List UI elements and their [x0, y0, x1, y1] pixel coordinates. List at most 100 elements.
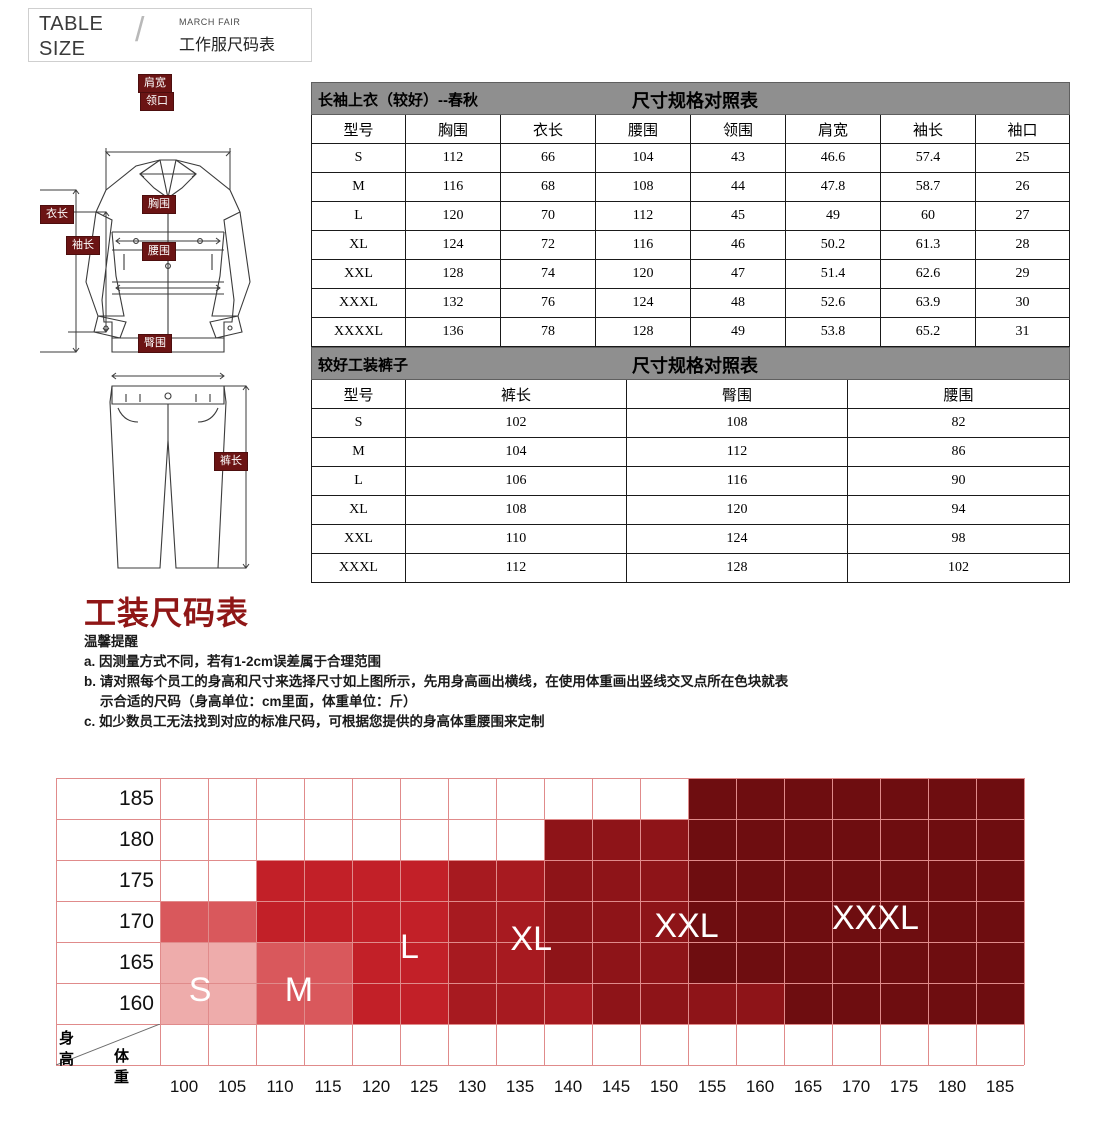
heatmap-cell-xxl[interactable]: [544, 819, 592, 860]
heatmap-cell-xxxl[interactable]: [928, 778, 976, 819]
heatmap-cell-xl[interactable]: [496, 901, 544, 942]
heatmap-cell-xxxl[interactable]: [832, 860, 880, 901]
heatmap-cell-l[interactable]: [256, 901, 304, 942]
heatmap-cell-xl[interactable]: [496, 983, 544, 1024]
heatmap-cell-xxl[interactable]: [592, 819, 640, 860]
heatmap-cell-l[interactable]: [400, 942, 448, 983]
heatmap-cell-xxxl[interactable]: [976, 819, 1024, 860]
heatmap-cell-l[interactable]: [352, 983, 400, 1024]
heatmap-cell-l[interactable]: [304, 901, 352, 942]
heatmap-cell-s[interactable]: [160, 983, 208, 1024]
heatmap-cell-m[interactable]: [304, 983, 352, 1024]
heatmap-cell-xxxl[interactable]: [880, 819, 928, 860]
heatmap-cell-l[interactable]: [304, 860, 352, 901]
heatmap-cell-empty[interactable]: [208, 778, 256, 819]
heatmap-cell-xxxl[interactable]: [784, 778, 832, 819]
heatmap-cell-xxxl[interactable]: [880, 860, 928, 901]
heatmap-cell-xxxl[interactable]: [928, 819, 976, 860]
heatmap-cell-xxxl[interactable]: [832, 901, 880, 942]
heatmap-cell-m[interactable]: [160, 901, 208, 942]
heatmap-cell-xxxl[interactable]: [688, 901, 736, 942]
heatmap-cell-l[interactable]: [352, 901, 400, 942]
heatmap-cell-empty[interactable]: [544, 778, 592, 819]
heatmap-cell-xxxl[interactable]: [736, 942, 784, 983]
heatmap-cell-s[interactable]: [160, 942, 208, 983]
heatmap-cell-xxl[interactable]: [640, 819, 688, 860]
heatmap-cell-xxl[interactable]: [736, 983, 784, 1024]
heatmap-cell-empty[interactable]: [592, 778, 640, 819]
heatmap-cell-xxxl[interactable]: [688, 819, 736, 860]
heatmap-cell-xxl[interactable]: [592, 860, 640, 901]
heatmap-cell-xxxl[interactable]: [784, 860, 832, 901]
heatmap-cell-xxl[interactable]: [544, 901, 592, 942]
heatmap-cell-m[interactable]: [304, 942, 352, 983]
heatmap-cell-xxxl[interactable]: [976, 983, 1024, 1024]
heatmap-cell-xxl[interactable]: [688, 983, 736, 1024]
heatmap-cell-empty[interactable]: [640, 778, 688, 819]
heatmap-cell-xxxl[interactable]: [736, 819, 784, 860]
heatmap-cell-empty[interactable]: [160, 819, 208, 860]
heatmap-cell-xxxl[interactable]: [736, 860, 784, 901]
heatmap-cell-xl[interactable]: [448, 901, 496, 942]
heatmap-cell-empty[interactable]: [448, 778, 496, 819]
heatmap-cell-m[interactable]: [256, 942, 304, 983]
heatmap-cell-xxxl[interactable]: [880, 942, 928, 983]
heatmap-cell-l[interactable]: [400, 860, 448, 901]
heatmap-cell-m[interactable]: [256, 983, 304, 1024]
heatmap-cell-xxl[interactable]: [640, 860, 688, 901]
heatmap-cell-xxxl[interactable]: [688, 860, 736, 901]
heatmap-cell-empty[interactable]: [304, 819, 352, 860]
heatmap-cell-xl[interactable]: [448, 983, 496, 1024]
heatmap-cell-xxl[interactable]: [592, 901, 640, 942]
heatmap-cell-l[interactable]: [400, 983, 448, 1024]
heatmap-cell-empty[interactable]: [496, 778, 544, 819]
heatmap-cell-xxxl[interactable]: [832, 778, 880, 819]
heatmap-cell-l[interactable]: [400, 901, 448, 942]
heatmap-cell-xxxl[interactable]: [688, 778, 736, 819]
heatmap-cell-xxl[interactable]: [544, 942, 592, 983]
heatmap-cell-xxl[interactable]: [640, 942, 688, 983]
heatmap-cell-empty[interactable]: [496, 819, 544, 860]
heatmap-cell-xxxl[interactable]: [832, 819, 880, 860]
heatmap-cell-xxxl[interactable]: [736, 778, 784, 819]
heatmap-cell-empty[interactable]: [160, 860, 208, 901]
heatmap-cell-xxxl[interactable]: [976, 778, 1024, 819]
heatmap-cell-xl[interactable]: [544, 983, 592, 1024]
heatmap-cell-xxxl[interactable]: [928, 901, 976, 942]
heatmap-cell-empty[interactable]: [256, 819, 304, 860]
heatmap-cell-xl[interactable]: [496, 942, 544, 983]
heatmap-cell-xl[interactable]: [496, 860, 544, 901]
heatmap-cell-xxl[interactable]: [592, 983, 640, 1024]
heatmap-cell-empty[interactable]: [400, 819, 448, 860]
heatmap-cell-xxxl[interactable]: [928, 860, 976, 901]
heatmap-cell-empty[interactable]: [352, 778, 400, 819]
heatmap-cell-xxxl[interactable]: [784, 901, 832, 942]
heatmap-cell-xxl[interactable]: [592, 942, 640, 983]
heatmap-cell-empty[interactable]: [352, 819, 400, 860]
heatmap-cell-xxxl[interactable]: [880, 901, 928, 942]
heatmap-cell-empty[interactable]: [208, 860, 256, 901]
heatmap-cell-xxxl[interactable]: [976, 860, 1024, 901]
heatmap-cell-empty[interactable]: [256, 778, 304, 819]
heatmap-cell-xxxl[interactable]: [784, 983, 832, 1024]
heatmap-cell-xxxl[interactable]: [880, 983, 928, 1024]
heatmap-cell-xxxl[interactable]: [736, 901, 784, 942]
heatmap-cell-empty[interactable]: [304, 778, 352, 819]
heatmap-cell-xxxl[interactable]: [880, 778, 928, 819]
heatmap-cell-xl[interactable]: [448, 860, 496, 901]
heatmap-cell-l[interactable]: [352, 860, 400, 901]
heatmap-cell-xxxl[interactable]: [832, 983, 880, 1024]
heatmap-cell-empty[interactable]: [400, 778, 448, 819]
heatmap-cell-xxxl[interactable]: [832, 942, 880, 983]
heatmap-cell-l[interactable]: [352, 942, 400, 983]
heatmap-cell-xxl[interactable]: [544, 860, 592, 901]
heatmap-cell-m[interactable]: [208, 901, 256, 942]
heatmap-cell-l[interactable]: [256, 860, 304, 901]
heatmap-cell-xxxl[interactable]: [976, 901, 1024, 942]
heatmap-cell-xxxl[interactable]: [928, 983, 976, 1024]
heatmap-cell-xxxl[interactable]: [688, 942, 736, 983]
heatmap-cell-xxxl[interactable]: [976, 942, 1024, 983]
heatmap-cell-xl[interactable]: [448, 942, 496, 983]
heatmap-cell-xxl[interactable]: [640, 901, 688, 942]
heatmap-cell-xxl[interactable]: [640, 983, 688, 1024]
